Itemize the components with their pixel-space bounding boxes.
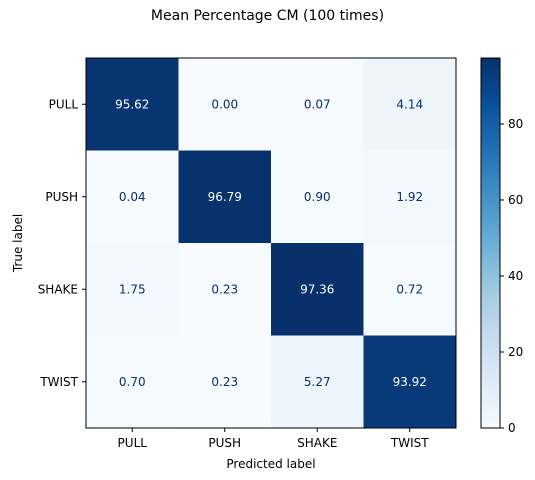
heatmap-cell [86, 335, 179, 429]
cell-value-labels: 95.62 0.00 0.07 4.14 0.04 96.79 0.90 1.92 1.75 0.… [115, 97, 427, 389]
x-tick-label: TWIST [390, 436, 429, 450]
x-axis-ticks: PULL PUSH SHAKE TWIST [118, 428, 429, 450]
x-axis-label: Predicted label [226, 457, 315, 471]
colorbar-ticks: 0 20 40 60 80 [500, 117, 523, 435]
cell-value-label: 97.36 [300, 282, 334, 296]
cell-value-label: 0.70 [119, 375, 146, 389]
cell-value-label: 0.23 [211, 282, 238, 296]
heatmap-cell [271, 335, 364, 429]
cell-value-label: 0.90 [304, 190, 331, 204]
colorbar [480, 57, 501, 429]
cell-value-label: 0.04 [119, 190, 146, 204]
heatmap-cell [178, 335, 272, 429]
y-axis-ticks: PULL PUSH SHAKE TWIST [38, 97, 86, 389]
heatmap-cell [363, 150, 457, 244]
x-tick-label: PULL [118, 436, 148, 450]
colorbar-tick-label: 0 [508, 421, 516, 435]
y-tick-label: PULL [49, 97, 79, 111]
colorbar-tick-label: 20 [508, 345, 523, 359]
cell-value-label: 0.72 [396, 282, 423, 296]
cell-value-label: 95.62 [115, 97, 149, 111]
colorbar-tick-label: 80 [508, 117, 523, 131]
heatmap-cells [86, 58, 457, 429]
colorbar-tick-label: 60 [508, 193, 523, 207]
colorbar-tick-label: 40 [508, 269, 523, 283]
y-axis-label: True label [11, 214, 25, 273]
x-tick-label: PUSH [208, 436, 241, 450]
y-tick-label: TWIST [39, 375, 78, 389]
cell-value-label: 0.00 [211, 97, 238, 111]
heatmap-cell [363, 58, 457, 151]
cell-value-label: 1.92 [396, 190, 423, 204]
heatmap-cell [363, 335, 457, 429]
cell-value-label: 93.92 [393, 375, 427, 389]
heatmap-cell [271, 150, 364, 244]
chart-title: Mean Percentage CM (100 times) [150, 8, 385, 24]
heatmap-cell [178, 150, 272, 244]
plot-frame [85, 57, 457, 429]
cell-value-label: 1.75 [119, 282, 146, 296]
y-tick-label: SHAKE [38, 282, 78, 296]
heatmap-cell [178, 58, 272, 151]
heatmap-cell [86, 58, 179, 151]
heatmap-cell [271, 58, 364, 151]
cell-value-label: 5.27 [304, 375, 331, 389]
cell-value-label: 4.14 [396, 97, 423, 111]
heatmap-cell [178, 243, 272, 336]
heatmap-cell [271, 243, 364, 336]
heatmap-cell [363, 243, 457, 336]
heatmap-cell [86, 243, 179, 336]
cell-value-label: 0.23 [211, 375, 238, 389]
cell-value-label: 96.79 [208, 190, 242, 204]
heatmap-cell [86, 150, 179, 244]
x-tick-label: SHAKE [297, 436, 337, 450]
cell-value-label: 0.07 [304, 97, 331, 111]
y-tick-label: PUSH [45, 190, 78, 204]
